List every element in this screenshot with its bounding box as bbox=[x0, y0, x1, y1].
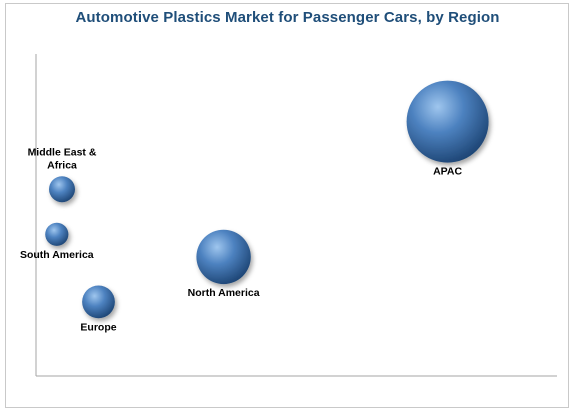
bubble-middle-east-africa bbox=[49, 176, 75, 203]
bubble-north-america bbox=[196, 229, 251, 285]
chart-frame bbox=[5, 3, 569, 408]
bubble-apac bbox=[406, 80, 489, 163]
bubble-series: Middle East &Africa South America Europe No… bbox=[20, 80, 489, 333]
chart-title: Automotive Plastics Market for Passenger… bbox=[75, 9, 500, 26]
bubble-label-south-america: South America bbox=[20, 249, 94, 261]
bubble-label-middle-east-africa: Middle East & bbox=[28, 146, 97, 158]
bubble-label-apac: APAC bbox=[433, 166, 462, 178]
bubble-south-america bbox=[45, 222, 69, 246]
bubble-label-north-america: North America bbox=[188, 287, 260, 299]
bubble-label-europe: Europe bbox=[80, 321, 116, 333]
bubble-europe bbox=[82, 285, 115, 319]
bubble-label-middle-east-africa-line2: Africa bbox=[47, 159, 77, 171]
